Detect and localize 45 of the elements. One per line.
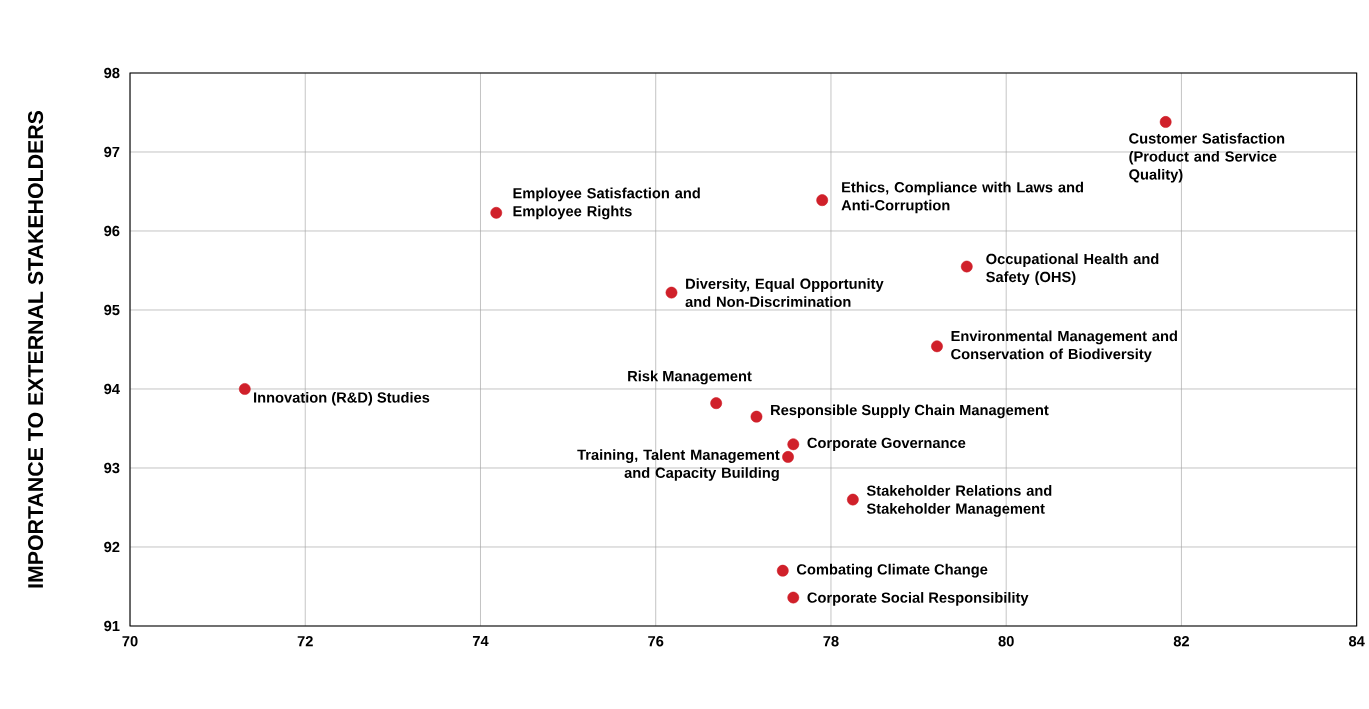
y-tick-label: 92	[104, 541, 120, 553]
point	[787, 591, 800, 604]
y-axis-title: IMPORTANCE TO EXTERNAL STAKEHOLDERS	[28, 110, 44, 588]
point	[787, 438, 800, 451]
x-tick-label: 74	[472, 636, 489, 647]
point	[816, 194, 829, 207]
x-tick-label: 78	[823, 636, 839, 647]
annotation: Customer Satisfaction (Product and Service Quality)	[1129, 132, 1285, 183]
annotation: Innovation (R&D) Studies	[254, 391, 430, 406]
point	[750, 410, 763, 423]
point	[665, 286, 678, 299]
x-tick-label: 82	[1173, 636, 1189, 647]
annotation: Combating Climate Change	[796, 563, 988, 578]
point	[490, 206, 503, 219]
annotation: Responsible Supply Chain Management	[771, 404, 1049, 419]
x-tick-label: 80	[998, 636, 1014, 647]
annotation: Risk Management	[628, 370, 752, 385]
annotation: Corporate Governance	[807, 437, 966, 451]
annotation: Stakeholder Relations and Stakeholder Management	[866, 485, 1052, 517]
point	[238, 383, 251, 395]
annotation: Occupational Health and Safety (OHS)	[986, 253, 1159, 286]
annotation: Diversity, Equal Opportunity and Non-Discrimination	[685, 278, 884, 307]
y-tick-label: 91	[104, 620, 120, 632]
x-tick-label: 70	[122, 636, 138, 647]
point	[846, 493, 859, 506]
point	[1159, 116, 1172, 128]
x-tick-label: 76	[648, 636, 664, 647]
y-tick-label: 94	[104, 383, 120, 395]
x-tick-label: 72	[297, 636, 313, 647]
annotation: Employee Satisfaction and Employee Rights	[513, 187, 700, 220]
y-tick-label: 96	[104, 225, 120, 237]
y-tick-label: 93	[104, 462, 120, 474]
y-tick-label: 95	[104, 304, 120, 316]
y-tick-label: 98	[104, 67, 120, 79]
point	[960, 260, 973, 273]
point	[931, 340, 943, 353]
x-tick-label: 84	[1348, 636, 1365, 647]
point	[710, 397, 723, 410]
annotation: Training, Talent Management and Capacity Building	[577, 449, 780, 481]
point	[776, 564, 789, 577]
annotation: Environmental Management and Conservation of Biodiversity	[951, 330, 1177, 363]
annotation: Ethics, Compliance with Laws and Anti-Corruption	[841, 181, 1084, 214]
annotation: Corporate Social Responsibility	[807, 592, 1029, 606]
point	[782, 451, 794, 463]
y-tick-label: 97	[104, 146, 120, 158]
